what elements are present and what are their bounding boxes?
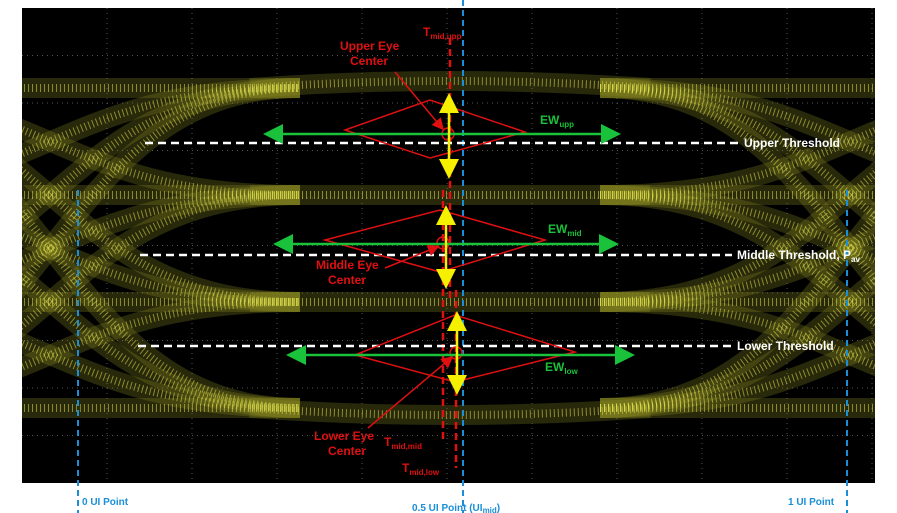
eye-diagram: Tmid,upp Upper EyeCenter EWupp Upper Thr…: [0, 0, 897, 513]
ui-mid-label: 0.5 UI Point (UImid): [412, 503, 500, 513]
upper-threshold-label: Upper Threshold: [744, 136, 840, 150]
ui-1-label: 1 UI Point: [788, 497, 835, 508]
ui-0-label: 0 UI Point: [82, 497, 129, 508]
lower-threshold-label: Lower Threshold: [737, 339, 834, 353]
middle-threshold-label: Middle Threshold, Pav: [737, 248, 860, 264]
